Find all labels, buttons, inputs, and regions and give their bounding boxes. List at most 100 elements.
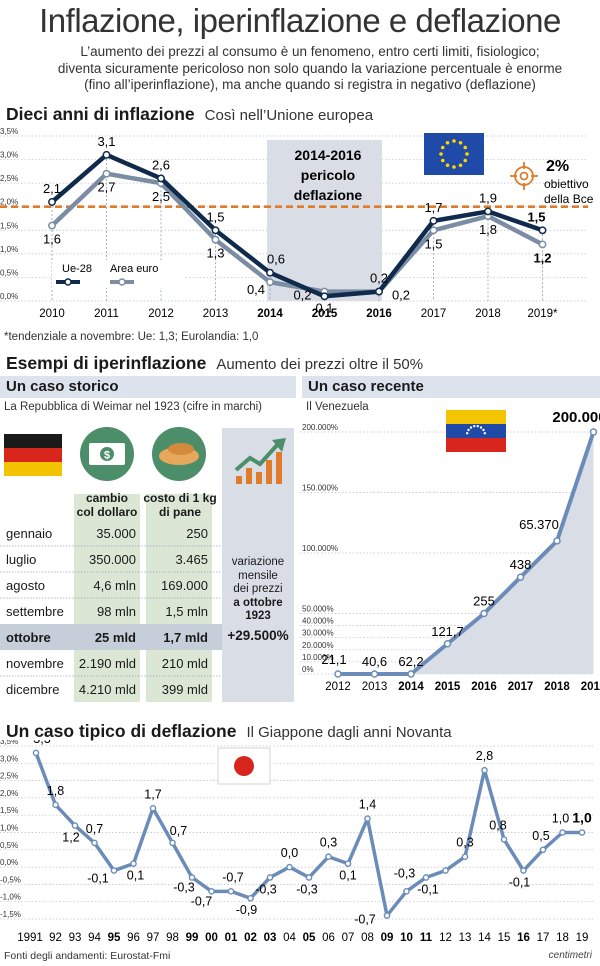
- japan-data-label: -0,3: [173, 880, 195, 894]
- japan-chart: -1,5% -1,0% -0,5% 0,0% 0,5% 1,0% 1,5% 2,0% 2,5% 3…: [0, 740, 594, 944]
- japan-x-tick-label: 01: [225, 932, 238, 944]
- japan-point: [227, 888, 235, 895]
- japan-y-tick-label: -1,0%: [0, 893, 21, 902]
- japan-y-tick-label: 2,0%: [0, 789, 18, 798]
- row-exchange: 35.000: [96, 526, 136, 541]
- venezuela-points: [334, 428, 598, 678]
- eu-ue28-label: 0,1: [315, 300, 333, 315]
- table-row: dicembre 4.210 mld 399 mld: [0, 678, 296, 702]
- col-bread-line2: di pane: [158, 505, 201, 519]
- row-month: ottobre: [6, 630, 51, 645]
- eu-x-tick-label: 2010: [39, 308, 65, 320]
- venezuela-y-tick-label: 10.000%: [302, 653, 334, 662]
- table-row: novembre 2.190 mld 210 mld: [0, 652, 296, 676]
- japan-data-label: -0,7: [222, 870, 244, 884]
- japan-data-label: 0,7: [86, 822, 103, 836]
- venezuela-star: [465, 432, 469, 435]
- row-bread: 1,7 mld: [163, 630, 208, 645]
- venezuela-x-tick-label: 2012: [325, 681, 351, 693]
- japan-data-label: 1,4: [359, 798, 376, 812]
- venezuela-y-tick-label: 150.000%: [302, 484, 338, 493]
- japan-point: [403, 888, 410, 895]
- eu-x-tick-label: 2016: [366, 308, 392, 320]
- japan-data-label: 0,5: [532, 829, 549, 843]
- eu-star: [440, 145, 445, 150]
- eu-x-tick-label: 2014: [257, 308, 283, 320]
- recent-case-title: Un caso recente: [302, 376, 600, 398]
- japan-point: [130, 860, 137, 867]
- japan-data-label: 0,1: [127, 869, 144, 883]
- historic-case-title: Un caso storico: [0, 376, 296, 398]
- eu-y-tick-label: 2,5%: [0, 174, 18, 183]
- eu-point: [538, 226, 547, 235]
- row-month: gennaio: [6, 526, 53, 541]
- section-inflation-subtitle: Così nell’Unione europea: [204, 107, 374, 124]
- legend-ue28: Ue-28: [62, 263, 92, 275]
- japan-y-tick-label: -0,5%: [0, 875, 21, 884]
- row-exchange: 25 mld: [94, 630, 136, 645]
- venezuela-x-tick-label: 2016: [471, 681, 497, 693]
- japan-point: [325, 853, 332, 861]
- japan-data-label: -0,3: [296, 882, 318, 896]
- japan-data-label: -0,9: [236, 903, 258, 917]
- row-month: agosto: [6, 578, 46, 593]
- japan-y-tick-label: 3,5%: [0, 740, 18, 746]
- eu-star: [458, 140, 463, 145]
- row-month: dicembre: [6, 682, 60, 697]
- japan-point: [110, 867, 118, 874]
- venezuela-y-tick-label: 40.000%: [302, 617, 334, 626]
- japan-x-tick-label: 99: [186, 932, 199, 944]
- eu-x-tick-label: 2017: [421, 308, 447, 320]
- japan-data-label: 1,8: [47, 784, 64, 798]
- japan-y-tick-label: 3,0%: [0, 754, 18, 763]
- venezuela-y-axis: 0% 10.000% 20.000% 30.000% 40.000% 50.000% 100…: [302, 423, 338, 674]
- eu-flag-icon: [424, 133, 484, 175]
- eu-y-tick-label: 0,5%: [0, 268, 18, 277]
- eu-y-tick-label: 3,0%: [0, 151, 18, 160]
- eu-inflation-chart: 0,0%0,5%1,0%1,5%2,0%2,5%3,0%3,5% 2010 201…: [0, 128, 594, 320]
- weimar-table-graphics: $: [0, 427, 294, 702]
- venezuela-point: [370, 670, 379, 678]
- japan-point: [188, 874, 196, 881]
- japan-x-tick-label: 98: [166, 932, 179, 944]
- japan-point: [286, 863, 293, 871]
- venezuela-x-tick-label: 2015: [435, 681, 461, 693]
- venezuela-point: [480, 609, 488, 618]
- target-value: 2%: [546, 158, 569, 175]
- japan-x-tick-label: 10: [400, 932, 413, 944]
- eu-data-labels: 2,1 3,1 2,6 1,5 0,6 0,1 0,2 1,7 1,9 1,5 1,6 2,7 2,5 1…: [43, 134, 552, 315]
- venezuela-star: [483, 432, 487, 435]
- eu-point: [102, 150, 111, 159]
- japan-point: [520, 867, 527, 874]
- japan-data-label: -0,7: [354, 913, 376, 927]
- japan-point: [461, 853, 469, 861]
- eu-star: [452, 165, 456, 169]
- eu-point: [538, 240, 547, 249]
- eu-star: [463, 145, 468, 150]
- eu-x-tick-label: 2015: [312, 308, 338, 320]
- variation-box: variazione mensile dei prezzi a ottobre …: [222, 556, 294, 642]
- eu-ue28-label: 0,2: [370, 271, 388, 286]
- japan-point: [539, 846, 547, 854]
- growth-arrow-icon: [234, 438, 286, 484]
- japan-grid: [0, 745, 594, 920]
- row-month: settembre: [6, 604, 64, 619]
- venezuela-point: [407, 670, 415, 678]
- japan-point: [422, 874, 430, 881]
- japan-point: [442, 867, 449, 874]
- recent-caption: Il Venezuela: [306, 401, 369, 413]
- row-bread: 210 mld: [161, 656, 208, 671]
- eu-star: [465, 152, 469, 156]
- japan-point: [52, 801, 59, 809]
- japan-x-tick-label: 13: [459, 932, 472, 944]
- col-bread-header: costo di 1 kg di pane: [142, 491, 218, 519]
- eu-point: [375, 287, 383, 296]
- intro-text: L’aumento dei prezzi al consumo è un fen…: [40, 44, 580, 94]
- venezuela-x-tick-label: 2014: [398, 681, 424, 693]
- japan-x-tick-label: 00: [205, 932, 218, 944]
- venezuela-point: [589, 428, 598, 436]
- japan-data-label: -0,7: [191, 894, 213, 908]
- deflation-period-shade: [267, 140, 382, 301]
- japan-x-tick-label: 94: [88, 932, 101, 944]
- japan-data-label: 0,8: [489, 818, 506, 832]
